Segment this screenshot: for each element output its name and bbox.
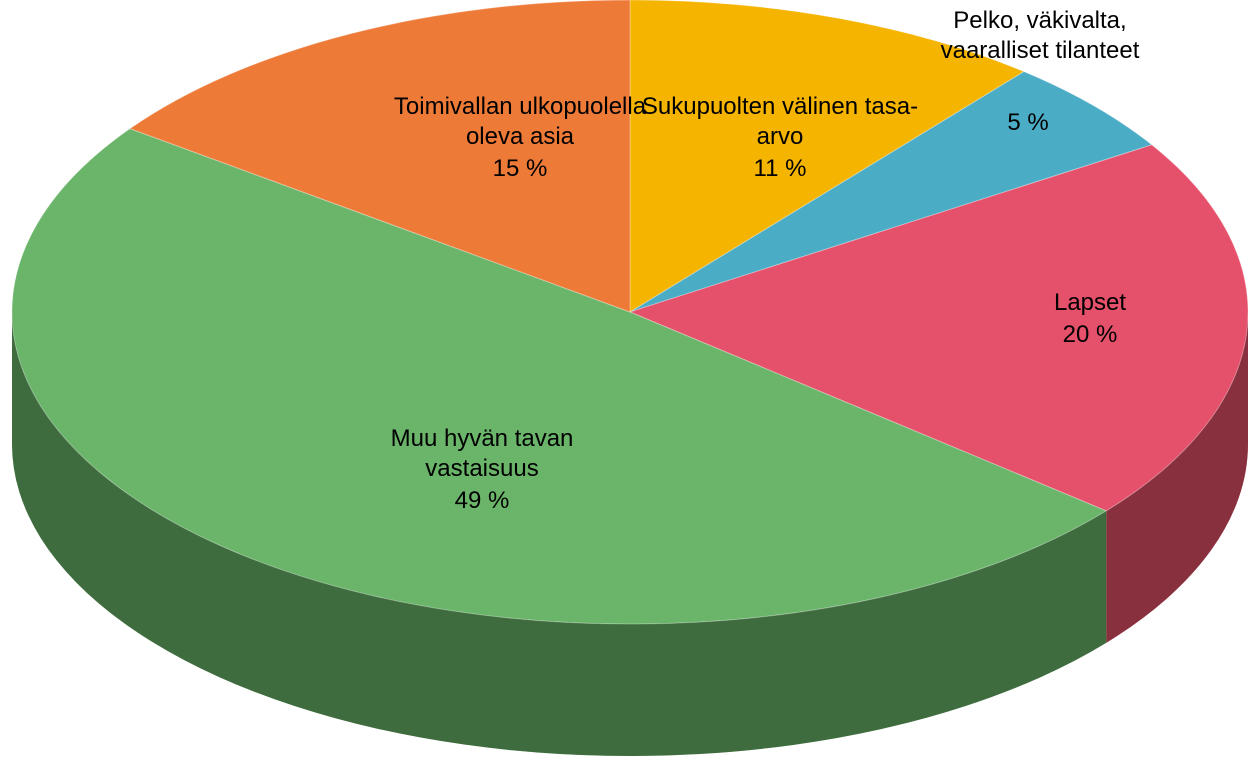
value-label: 11 %	[753, 155, 807, 182]
slice	[628, 144, 1249, 643]
slice	[629, 0, 1026, 313]
slice-label: Lapset	[1053, 289, 1127, 316]
slice-top	[128, 0, 631, 313]
slice	[128, 0, 631, 313]
value-label: 20 %	[1062, 321, 1118, 348]
slice	[11, 128, 1108, 756]
slice-side-shade	[12, 312, 1107, 756]
slice	[629, 71, 1153, 313]
slice-top	[11, 128, 1108, 625]
slice-side-shade	[1106, 312, 1248, 643]
slice-label: Pelko, väkivalta, vaaralliset tilanteet	[940, 7, 1140, 64]
value-label: 5 %	[1007, 109, 1049, 136]
slice-top	[628, 144, 1249, 512]
slice-top	[629, 0, 1026, 313]
slice-top	[629, 71, 1153, 313]
slice-label: Muu hyvän tavan vastaisuus	[390, 425, 574, 482]
value-label: 49 %	[454, 487, 510, 514]
slice-side	[12, 312, 1107, 756]
slice-side	[1106, 312, 1248, 643]
slice-label: Toimivallan ulkopuolella oleva asia	[393, 93, 647, 150]
value-label: 15 %	[492, 155, 548, 182]
slice-label: Sukupuolten välinen tasa-arvo	[641, 93, 919, 150]
